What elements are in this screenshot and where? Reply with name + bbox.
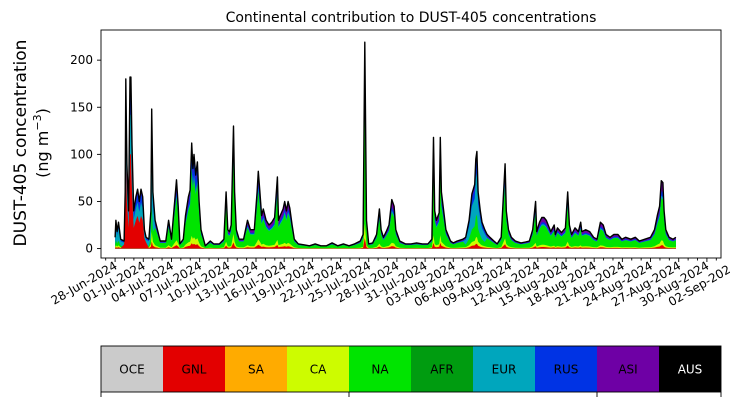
legend-label-gnl: GNL [182, 363, 207, 377]
y-axis-unit-exponent: −3 [31, 114, 44, 130]
legend-swatch-oce [101, 346, 163, 392]
legend-label-sa: SA [248, 363, 265, 377]
plot-frame [100, 29, 722, 259]
y-axis-unit-suffix: ) [33, 108, 52, 114]
legend-label-aus: AUS [678, 363, 703, 377]
legend-swatch-rus [535, 346, 597, 392]
series-total-line [114, 41, 677, 247]
y-axis-label: DUST-405 concentration [11, 40, 31, 247]
y-axis: 0 50 100 150 200 [70, 53, 101, 256]
legend-swatch-na [349, 346, 411, 392]
legend-swatch-sa [225, 346, 287, 392]
legend-swatch-afr [411, 346, 473, 392]
legend-swatch-asi [597, 346, 659, 392]
legend-label-afr: AFR [430, 363, 453, 377]
y-tick-label: 100 [70, 147, 93, 161]
plot-area [100, 29, 722, 259]
legend-label-na: NA [371, 363, 389, 377]
legend-label-eur: EUR [492, 363, 517, 377]
x-axis: 28-Jun-202401-Jul-202404-Jul-202407-Jul-… [49, 258, 730, 309]
legend-swatch-ca [287, 346, 349, 392]
legend-swatch-eur [473, 346, 535, 392]
legend-swatch-aus [659, 346, 721, 392]
y-axis-label-line1: DUST-405 concentration [11, 40, 31, 247]
chart-title: Continental contribution to DUST-405 con… [226, 10, 597, 26]
legend-label-rus: RUS [554, 363, 579, 377]
y-axis-unit-label: (ng m−3) [31, 108, 52, 178]
legend-label-oce: OCE [119, 363, 144, 377]
y-tick-label: 0 [85, 242, 93, 256]
y-tick-label: 150 [70, 100, 93, 114]
legend-label-asi: ASI [618, 363, 637, 377]
legend-frame [100, 345, 722, 393]
y-axis-unit-prefix: (ng m [33, 131, 52, 178]
legend-swatch-gnl [163, 346, 225, 392]
color-legend-bar: OCE GNL SA CA NA AFR EUR RUS ASI AUS [100, 345, 722, 397]
y-tick-label: 200 [70, 53, 93, 67]
legend-label-ca: CA [310, 363, 327, 377]
y-tick-label: 50 [78, 194, 93, 208]
